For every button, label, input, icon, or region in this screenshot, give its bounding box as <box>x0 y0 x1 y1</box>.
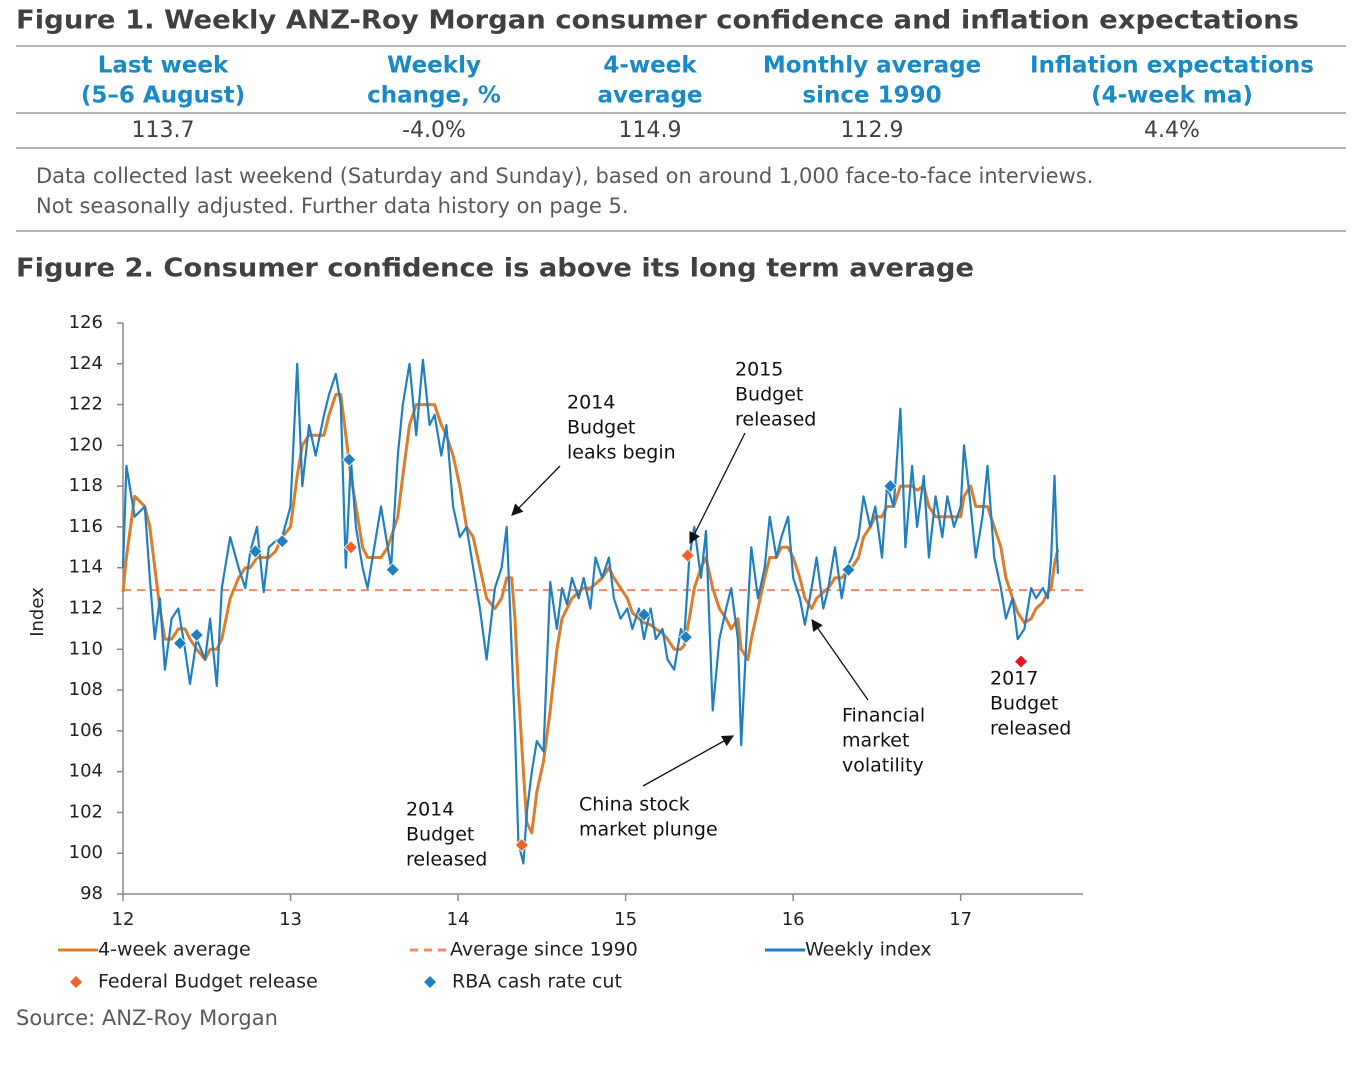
legend-label: Weekly index <box>805 939 932 961</box>
annotation: released <box>990 718 1071 740</box>
table-header: (4-week ma) <box>1091 83 1253 109</box>
annotation: released <box>735 409 816 431</box>
annotation: 2015 <box>735 359 783 381</box>
y-tick-label: 116 <box>69 516 103 537</box>
annotation: market plunge <box>579 819 718 841</box>
note: Not seasonally adjusted. Further data hi… <box>36 194 629 218</box>
event-marker <box>248 544 263 559</box>
x-tick-label: 13 <box>279 909 302 930</box>
table-header: average <box>597 83 702 109</box>
table-header: 4-week <box>603 53 697 79</box>
annotation: Budget <box>567 417 635 439</box>
event-marker <box>172 636 188 651</box>
legend-label: 4-week average <box>98 939 251 961</box>
table-cell: 4.4% <box>1144 118 1200 143</box>
y-tick-label: 112 <box>69 598 103 619</box>
annotation-arrow <box>689 432 746 545</box>
annotation-arrow <box>642 735 735 787</box>
series-line <box>121 358 1059 865</box>
x-tick-label: 14 <box>447 909 470 930</box>
annotation: volatility <box>842 755 924 777</box>
event-marker <box>343 540 358 555</box>
figure1-title: Figure 1. Weekly ANZ-Roy Morgan consumer… <box>16 6 1299 36</box>
y-tick-label: 98 <box>80 883 103 904</box>
y-tick-label: 104 <box>69 761 103 782</box>
annotation: Budget <box>406 824 474 846</box>
event-marker <box>1013 654 1029 669</box>
event-marker <box>883 479 898 494</box>
y-tick-label: 126 <box>69 312 103 333</box>
y-tick-label: 122 <box>69 394 103 415</box>
event-marker <box>514 837 529 853</box>
annotation: market <box>842 730 909 752</box>
annotation: 2014 <box>406 799 454 821</box>
annotation: leaks begin <box>567 442 676 464</box>
table-header: Monthly average <box>763 53 981 79</box>
table-header: (5–6 August) <box>81 83 245 109</box>
note: Data collected last weekend (Saturday an… <box>36 164 1093 188</box>
x-tick-label: 12 <box>112 909 135 930</box>
x-tick-label: 16 <box>782 909 805 930</box>
legend-swatch <box>424 976 436 988</box>
y-tick-label: 108 <box>69 679 103 700</box>
table-header: change, % <box>367 83 501 109</box>
x-tick-label: 15 <box>614 909 637 930</box>
chart-title: Figure 2. Consumer confidence is above i… <box>16 254 974 284</box>
event-marker <box>841 562 856 577</box>
y-tick-label: 102 <box>69 801 103 822</box>
y-tick-label: 106 <box>69 720 103 741</box>
annotation: Budget <box>735 384 803 406</box>
event-marker <box>275 534 290 549</box>
table-header: since 1990 <box>802 83 941 109</box>
event-marker <box>678 629 693 645</box>
y-tick-label: 100 <box>69 842 103 863</box>
legend-swatch <box>70 976 82 988</box>
annotation: 2014 <box>567 392 615 414</box>
table-header: Weekly <box>387 53 481 79</box>
annotation: China stock <box>579 794 690 816</box>
table-cell: 113.7 <box>132 118 195 143</box>
table-cell: -4.0% <box>402 118 466 143</box>
table-cell: 112.9 <box>841 118 904 143</box>
annotation: Budget <box>990 693 1058 715</box>
source: Source: ANZ-Roy Morgan <box>16 1006 278 1030</box>
y-tick-label: 124 <box>69 353 103 374</box>
event-marker <box>680 548 695 563</box>
annotation-arrow <box>511 465 561 516</box>
annotation: released <box>406 849 487 871</box>
y-tick-label: 110 <box>69 638 103 659</box>
event-marker <box>636 607 652 622</box>
legend-label: RBA cash rate cut <box>452 971 622 993</box>
annotation: Financial <box>842 705 925 727</box>
annotation-arrow <box>811 619 869 701</box>
table-header: Last week <box>98 53 229 79</box>
y-tick-label: 118 <box>69 475 103 496</box>
event-marker <box>342 452 357 467</box>
event-marker <box>189 627 204 643</box>
legend-label: Average since 1990 <box>450 939 638 961</box>
table-header: Inflation expectations <box>1030 53 1314 79</box>
y-tick-label: 120 <box>69 434 103 455</box>
x-tick-label: 17 <box>949 909 972 930</box>
y-axis-title: Index <box>27 587 48 637</box>
legend-label: Federal Budget release <box>98 971 318 993</box>
table-cell: 114.9 <box>619 118 682 143</box>
event-marker <box>385 562 400 577</box>
y-tick-label: 114 <box>69 557 103 578</box>
annotation: 2017 <box>990 668 1038 690</box>
